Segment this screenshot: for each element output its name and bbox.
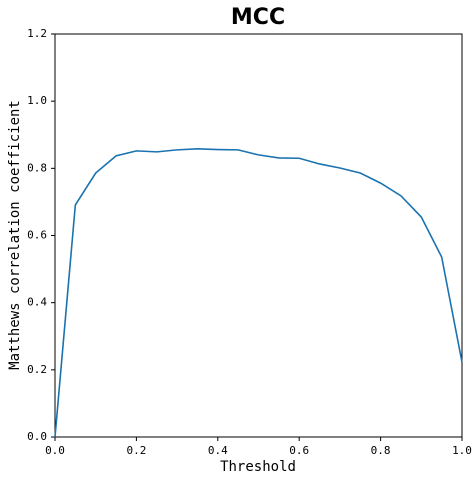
x-tick-label: 0.6 bbox=[289, 444, 309, 457]
x-tick-label: 0.4 bbox=[208, 444, 228, 457]
y-tick-label: 0.2 bbox=[27, 363, 47, 376]
y-tick-label: 0.0 bbox=[27, 430, 47, 443]
x-tick-label: 0.8 bbox=[371, 444, 391, 457]
data-line bbox=[54, 148, 463, 438]
x-tick-label: 0.2 bbox=[126, 444, 146, 457]
y-tick-label: 0.8 bbox=[27, 161, 47, 174]
plot-frame bbox=[54, 33, 463, 438]
y-tick-label: 0.4 bbox=[27, 296, 47, 309]
x-tick-label: 0.0 bbox=[45, 444, 65, 457]
x-tick-label: 1.0 bbox=[452, 444, 472, 457]
y-tick-label: 0.6 bbox=[27, 229, 47, 242]
y-axis-label: Matthews correlation coefficient bbox=[7, 100, 23, 370]
x-axis-label: Threshold bbox=[220, 459, 296, 475]
y-tick-label: 1.0 bbox=[27, 94, 47, 107]
y-tick-label: 1.2 bbox=[27, 27, 47, 40]
chart-title: MCC bbox=[231, 5, 285, 30]
